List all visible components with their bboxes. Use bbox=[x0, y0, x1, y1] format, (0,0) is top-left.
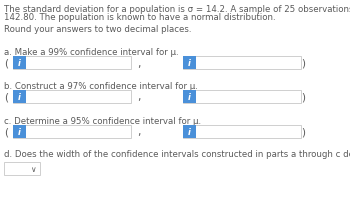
Text: i: i bbox=[188, 93, 191, 101]
FancyBboxPatch shape bbox=[13, 57, 26, 70]
Text: (: ( bbox=[4, 58, 8, 68]
Text: i: i bbox=[188, 127, 191, 136]
FancyBboxPatch shape bbox=[13, 125, 131, 138]
Text: ,: , bbox=[137, 58, 141, 68]
Text: ): ) bbox=[301, 92, 305, 102]
Text: 142.80. The population is known to have a normal distribution.: 142.80. The population is known to have … bbox=[4, 13, 276, 22]
FancyBboxPatch shape bbox=[183, 57, 196, 70]
Text: d. Does the width of the confidence intervals constructed in parts a through c d: d. Does the width of the confidence inte… bbox=[4, 149, 350, 158]
Text: a. Make a 99% confidence interval for μ.: a. Make a 99% confidence interval for μ. bbox=[4, 48, 178, 57]
FancyBboxPatch shape bbox=[13, 57, 131, 70]
Text: c. Determine a 95% confidence interval for μ.: c. Determine a 95% confidence interval f… bbox=[4, 116, 201, 125]
Text: ): ) bbox=[301, 58, 305, 68]
Text: i: i bbox=[18, 59, 21, 68]
FancyBboxPatch shape bbox=[183, 125, 301, 138]
FancyBboxPatch shape bbox=[183, 90, 196, 103]
FancyBboxPatch shape bbox=[13, 90, 131, 103]
FancyBboxPatch shape bbox=[183, 125, 196, 138]
FancyBboxPatch shape bbox=[183, 90, 301, 103]
Text: Round your answers to two decimal places.: Round your answers to two decimal places… bbox=[4, 25, 191, 34]
Text: b. Construct a 97% confidence interval for μ.: b. Construct a 97% confidence interval f… bbox=[4, 82, 198, 90]
FancyBboxPatch shape bbox=[183, 57, 301, 70]
Text: i: i bbox=[18, 127, 21, 136]
Text: ,: , bbox=[137, 127, 141, 137]
Text: ,: , bbox=[137, 92, 141, 102]
FancyBboxPatch shape bbox=[4, 162, 40, 175]
Text: The standard deviation for a population is σ = 14.2. A sample of 25 observations: The standard deviation for a population … bbox=[4, 5, 350, 14]
Text: (: ( bbox=[4, 127, 8, 137]
Text: ∨: ∨ bbox=[30, 164, 36, 173]
Text: ): ) bbox=[301, 127, 305, 137]
FancyBboxPatch shape bbox=[13, 90, 26, 103]
Text: i: i bbox=[18, 93, 21, 101]
Text: i: i bbox=[188, 59, 191, 68]
Text: (: ( bbox=[4, 92, 8, 102]
FancyBboxPatch shape bbox=[13, 125, 26, 138]
